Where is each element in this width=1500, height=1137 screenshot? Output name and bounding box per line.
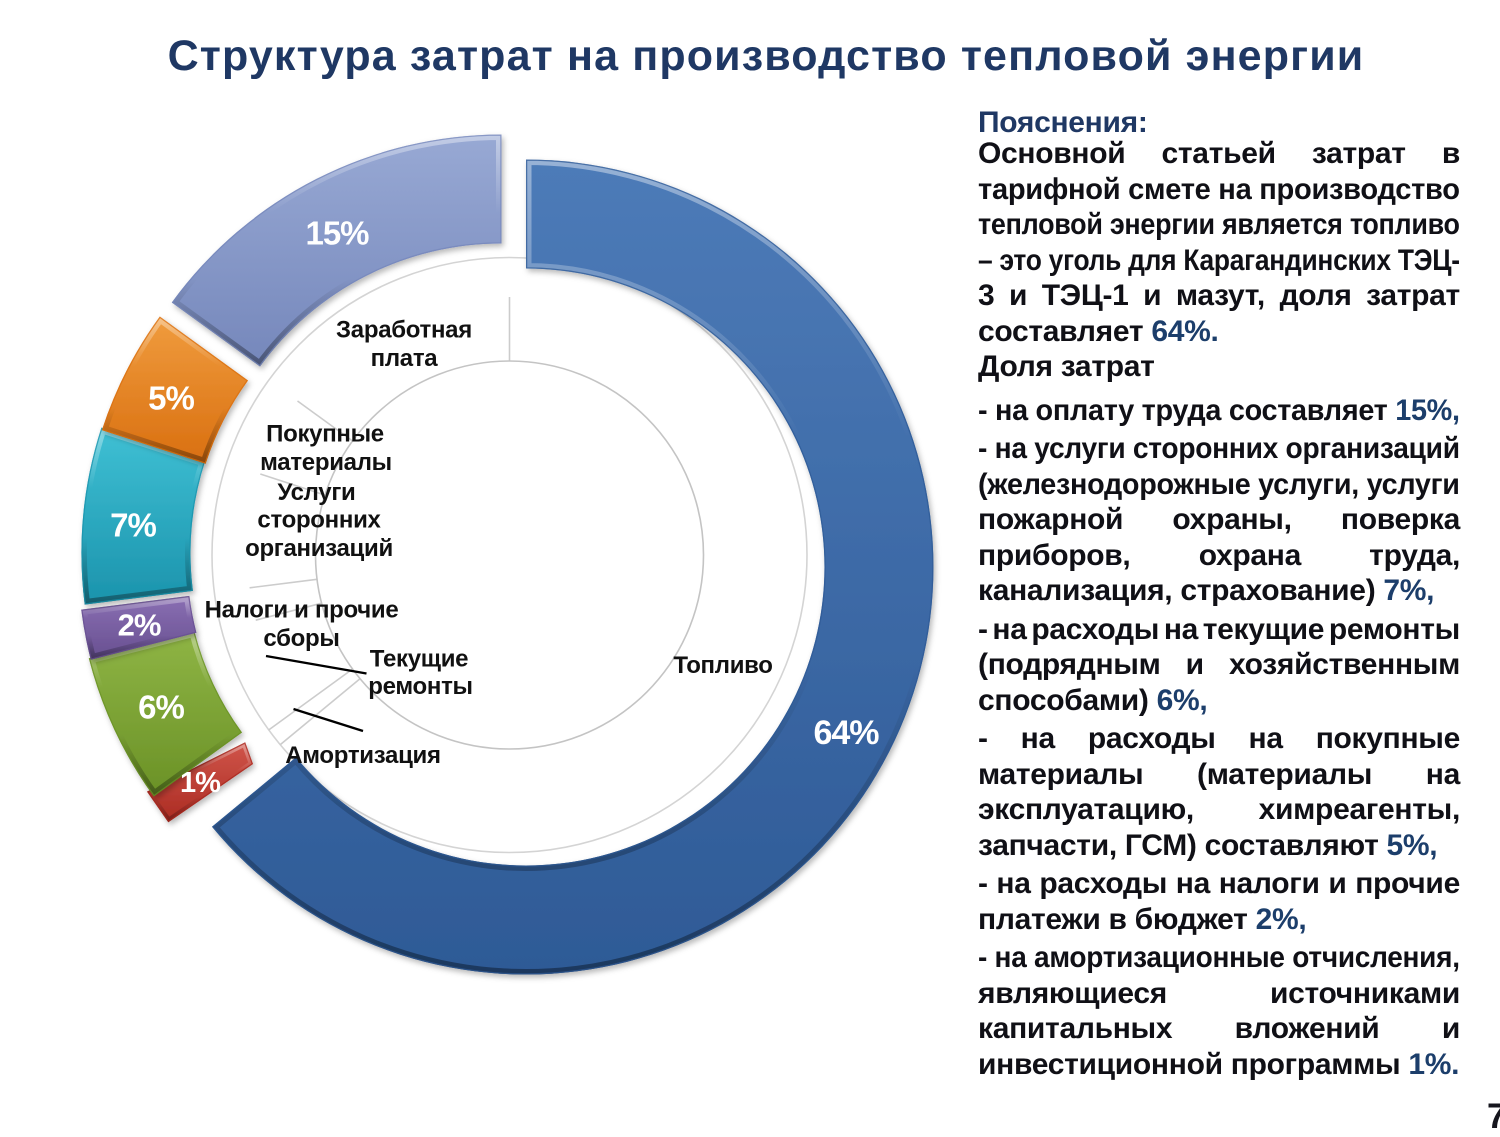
svg-text:Текущие: Текущие: [370, 646, 468, 673]
svg-text:7%: 7%: [110, 507, 156, 544]
svg-text:15%: 15%: [305, 215, 369, 252]
svg-text:Заработная: Заработная: [336, 317, 472, 344]
svg-text:сторонних: сторонних: [257, 507, 381, 534]
svg-text:Топливо: Топливо: [673, 652, 772, 679]
svg-text:Услуги: Услуги: [278, 479, 356, 506]
svg-text:ремонты: ремонты: [368, 673, 472, 700]
svg-text:Амортизация: Амортизация: [285, 742, 440, 769]
svg-text:1%: 1%: [180, 767, 221, 799]
svg-text:6%: 6%: [138, 689, 184, 726]
svg-text:2%: 2%: [118, 608, 161, 643]
svg-text:64%: 64%: [813, 714, 879, 752]
svg-text:Налоги и прочие: Налоги и прочие: [205, 597, 399, 624]
svg-text:Покупные: Покупные: [266, 421, 384, 448]
svg-text:материалы: материалы: [260, 449, 392, 476]
svg-text:плата: плата: [371, 345, 439, 372]
svg-text:организаций: организаций: [245, 535, 393, 562]
svg-text:5%: 5%: [148, 380, 194, 417]
svg-text:сборы: сборы: [263, 625, 339, 652]
